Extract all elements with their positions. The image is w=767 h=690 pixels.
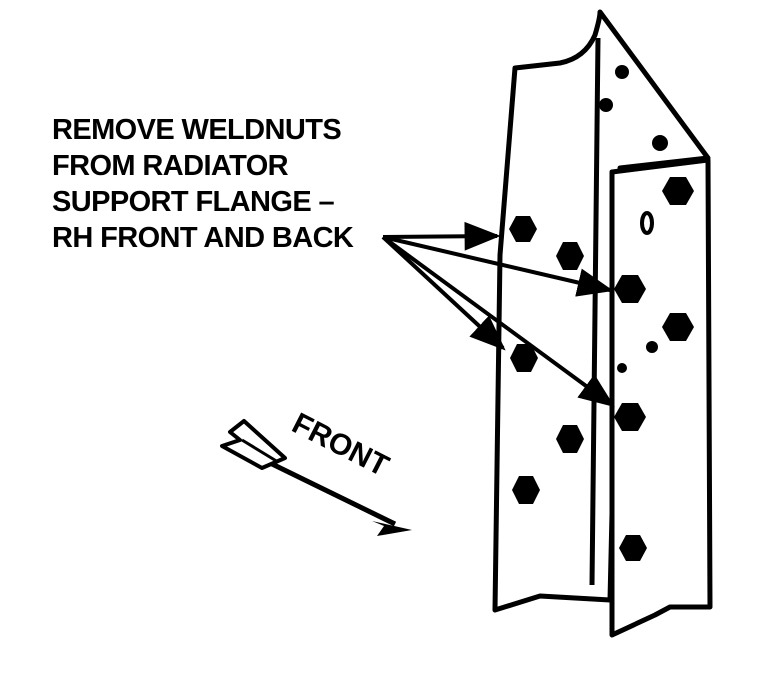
leader-arrow — [382, 235, 614, 297]
front-direction-arrow — [220, 419, 412, 536]
arrow-head — [372, 521, 412, 536]
small-hole — [646, 341, 658, 353]
weldnut — [614, 403, 646, 431]
small-hole — [615, 65, 629, 79]
slot-hole — [640, 211, 654, 235]
small-hole — [617, 363, 627, 373]
front-label: FRONT — [287, 407, 394, 483]
callout-line-4: RH FRONT AND BACK — [52, 222, 354, 254]
weldnut — [556, 242, 584, 270]
weldnut — [556, 425, 584, 453]
leader-arrows — [381, 221, 615, 408]
small-hole — [599, 98, 613, 112]
callout-line-1: REMOVE WELDNUTS — [52, 114, 342, 146]
weldnuts — [509, 177, 694, 561]
flange-crease-line — [589, 37, 601, 586]
flange-front-plate — [609, 157, 713, 638]
weldnut — [510, 344, 538, 372]
leader-arrow — [381, 235, 615, 408]
weldnut — [619, 535, 647, 561]
leader-arrow — [382, 221, 501, 251]
small-hole — [652, 135, 668, 151]
weldnut — [662, 177, 694, 205]
callout-text: REMOVE WELDNUTS FROM RADIATOR SUPPORT FL… — [52, 112, 354, 256]
weldnut — [512, 476, 540, 504]
weldnut — [614, 275, 646, 303]
leader-arrow — [381, 235, 506, 351]
weldnut — [662, 313, 694, 341]
callout-line-2: FROM RADIATOR — [52, 150, 289, 182]
weldnut — [509, 216, 537, 242]
callout-line-3: SUPPORT FLANGE – — [52, 186, 335, 218]
